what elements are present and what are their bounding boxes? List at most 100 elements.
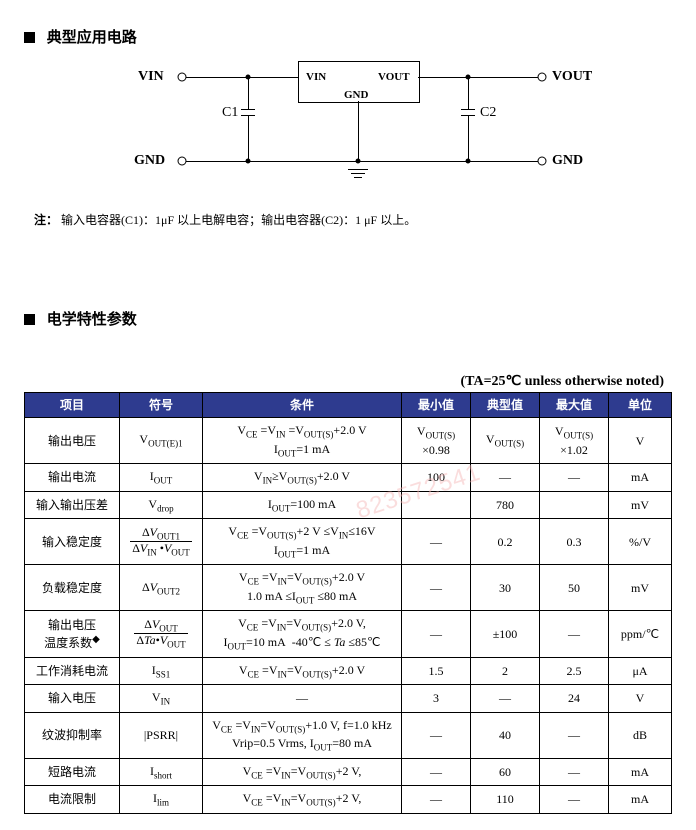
cell-min: 3 (402, 685, 471, 713)
th-symbol: 符号 (120, 393, 203, 418)
cell-symbol: IOUT (120, 464, 203, 492)
circuit-terminal (538, 157, 547, 166)
circuit-vout-label: VOUT (552, 69, 592, 85)
section1-title: 典型应用电路 (24, 26, 672, 47)
cell-item: 负载稳定度 (25, 565, 120, 611)
cell-cond: VCE =VIN=VOUT(S)+2.0 V (203, 657, 402, 685)
table-row: 输出电压温度系数◆ΔVOUTΔTa•VOUTVCE =VIN=VOUT(S)+2… (25, 611, 672, 657)
table-row: 输入输出压差VdropIOUT=100 mA780mV (25, 491, 672, 519)
cell-unit: ppm/℃ (609, 611, 672, 657)
cell-min: — (402, 519, 471, 565)
table-row: 输出电流IOUTVIN≥VOUT(S)+2.0 V100——mA (25, 464, 672, 492)
table-row: 负载稳定度ΔVOUT2VCE =VIN=VOUT(S)+2.0 V1.0 mA … (25, 565, 672, 611)
cell-max: 2.5 (540, 657, 609, 685)
circuit-wire (248, 115, 249, 161)
cell-symbol: |PSRR| (120, 712, 203, 758)
cell-cond: VCE =VIN=VOUT(S)+1.0 V, f=1.0 kHzVrip=0.… (203, 712, 402, 758)
cell-symbol: ISS1 (120, 657, 203, 685)
cell-typ: — (471, 464, 540, 492)
cell-unit: mV (609, 491, 672, 519)
cell-item: 电流限制 (25, 786, 120, 814)
th-max: 最大值 (540, 393, 609, 418)
cell-typ: 30 (471, 565, 540, 611)
circuit-note: 注： 输入电容器(C1)：1μF 以上电解电容；输出电容器(C2)：1 μF 以… (34, 211, 662, 228)
table-caption: (TA=25℃ unless otherwise noted) (24, 373, 664, 390)
cell-max: — (540, 611, 609, 657)
cell-cond: VCE =VIN=VOUT(S)+2.0 V1.0 mA ≤IOUT ≤80 m… (203, 565, 402, 611)
table-row: 输出电压VOUT(E)1VCE =VIN =VOUT(S)+2.0 VIOUT=… (25, 418, 672, 464)
note-text: 输入电容器(C1)：1μF 以上电解电容；输出电容器(C2)：1 μF 以上。 (61, 213, 416, 227)
cell-cond: VCE =VIN=VOUT(S)+2 V, (203, 786, 402, 814)
cell-unit: mV (609, 565, 672, 611)
cell-max: — (540, 464, 609, 492)
circuit-gnd-label-left: GND (134, 153, 165, 169)
cell-symbol: ΔVOUT1ΔVIN •VOUT (120, 519, 203, 565)
cell-typ: 780 (471, 491, 540, 519)
circuit-box-gnd: GND (344, 89, 368, 101)
th-item: 项目 (25, 393, 120, 418)
cell-typ: ±100 (471, 611, 540, 657)
cell-item: 纹波抑制率 (25, 712, 120, 758)
cell-min: — (402, 565, 471, 611)
cell-max: 0.3 (540, 519, 609, 565)
circuit-wire (186, 161, 538, 162)
table-row: 工作消耗电流ISS1VCE =VIN=VOUT(S)+2.0 V1.522.5μ… (25, 657, 672, 685)
circuit-vin-label: VIN (138, 69, 164, 85)
th-min: 最小值 (402, 393, 471, 418)
table-row: 电流限制IlimVCE =VIN=VOUT(S)+2 V,—110—mA (25, 786, 672, 814)
cell-max: VOUT(S)×1.02 (540, 418, 609, 464)
circuit-diagram: VIN VIN VOUT GND VOUT C1 C2 GND GND (108, 61, 588, 201)
cell-min: VOUT(S)×0.98 (402, 418, 471, 464)
cell-cond: VCE =VIN=VOUT(S)+2.0 V,IOUT=10 mA -40℃ ≤… (203, 611, 402, 657)
cell-min: — (402, 712, 471, 758)
cell-max: — (540, 758, 609, 786)
circuit-wire (468, 115, 469, 161)
circuit-wire (468, 77, 469, 109)
cell-symbol: ΔVOUT2 (120, 565, 203, 611)
cell-cond: VCE =VOUT(S)+2 V ≤VIN≤16VIOUT=1 mA (203, 519, 402, 565)
cell-symbol: VOUT(E)1 (120, 418, 203, 464)
circuit-wire (248, 77, 249, 109)
cell-max: — (540, 712, 609, 758)
cell-cond: IOUT=100 mA (203, 491, 402, 519)
section2-title: 电学特性参数 (24, 308, 672, 329)
cell-cond: VCE =VIN=VOUT(S)+2 V, (203, 758, 402, 786)
cell-unit: mA (609, 464, 672, 492)
cell-unit: μA (609, 657, 672, 685)
cell-max: 24 (540, 685, 609, 713)
cell-min: — (402, 786, 471, 814)
cell-typ: 0.2 (471, 519, 540, 565)
cell-unit: mA (609, 786, 672, 814)
cell-symbol: Ishort (120, 758, 203, 786)
cell-min: 100 (402, 464, 471, 492)
section2-title-text: 电学特性参数 (47, 312, 137, 328)
cell-max: 50 (540, 565, 609, 611)
cell-unit: %/V (609, 519, 672, 565)
cell-item: 工作消耗电流 (25, 657, 120, 685)
cell-unit: mA (609, 758, 672, 786)
circuit-wire (358, 101, 359, 161)
cell-typ: 40 (471, 712, 540, 758)
cell-item: 输入稳定度 (25, 519, 120, 565)
table-row: 输入稳定度ΔVOUT1ΔVIN •VOUTVCE =VOUT(S)+2 V ≤V… (25, 519, 672, 565)
cell-typ: 60 (471, 758, 540, 786)
cell-unit: V (609, 418, 672, 464)
section1-title-text: 典型应用电路 (47, 30, 137, 46)
bullet-square (24, 32, 35, 43)
cell-min (402, 491, 471, 519)
cell-min: 1.5 (402, 657, 471, 685)
circuit-box-vout: VOUT (378, 71, 410, 83)
cell-min: — (402, 758, 471, 786)
table-header-row: 项目 符号 条件 最小值 典型值 最大值 单位 (25, 393, 672, 418)
cell-typ: — (471, 685, 540, 713)
cell-typ: VOUT(S) (471, 418, 540, 464)
cell-item: 短路电流 (25, 758, 120, 786)
circuit-c1-label: C1 (222, 105, 238, 121)
cell-item: 输入电压 (25, 685, 120, 713)
circuit-node (356, 159, 361, 164)
cell-max: — (540, 786, 609, 814)
cell-item: 输出电流 (25, 464, 120, 492)
circuit-wire (186, 77, 298, 78)
cell-min: — (402, 611, 471, 657)
cell-unit: V (609, 685, 672, 713)
